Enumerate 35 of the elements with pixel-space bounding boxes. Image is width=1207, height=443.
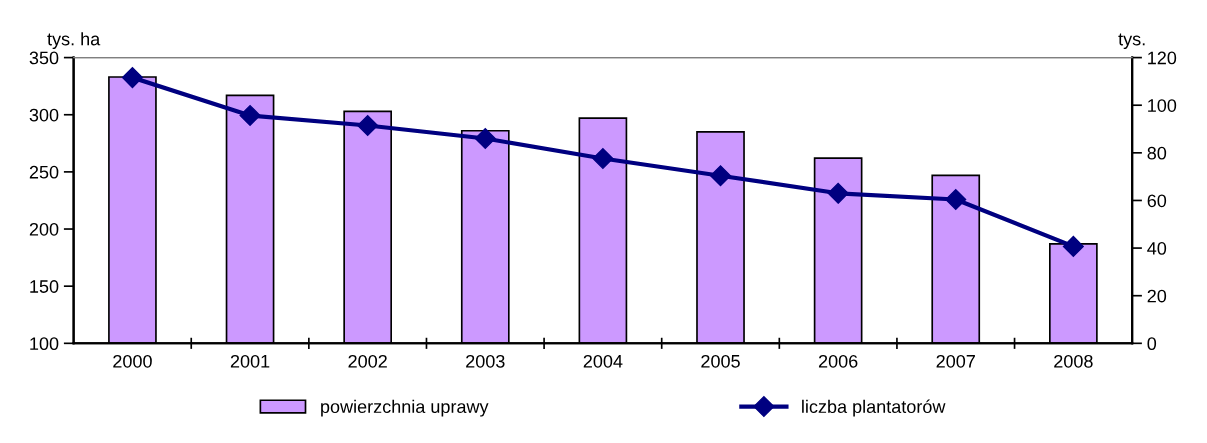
x-tick-label: 2008 bbox=[1054, 354, 1093, 368]
point bbox=[121, 67, 143, 89]
y2-tick-label: 80 bbox=[1147, 146, 1167, 160]
y-tick-label: 150 bbox=[30, 280, 59, 293]
x-tick-label: 2000 bbox=[113, 354, 152, 368]
point bbox=[709, 165, 732, 187]
y-axis-title: tys. ha bbox=[47, 32, 101, 50]
x-tick-label: 2001 bbox=[230, 354, 270, 368]
x-tick-label: 2003 bbox=[466, 354, 505, 368]
x-tick-label: 2006 bbox=[818, 354, 858, 368]
y2-tick-label: 60 bbox=[1147, 194, 1167, 208]
point bbox=[474, 128, 496, 150]
point bbox=[945, 188, 967, 211]
x-tick-label: 2004 bbox=[583, 354, 623, 368]
x-tick-label: 2002 bbox=[348, 354, 387, 368]
y-tick-label: 300 bbox=[29, 108, 59, 122]
y-tick-label: 250 bbox=[29, 165, 59, 179]
point bbox=[239, 104, 261, 126]
point bbox=[827, 182, 849, 204]
y2-tick-label: 100 bbox=[1148, 99, 1177, 112]
legend-label: liczba plantatorów bbox=[802, 399, 946, 417]
y-tick-label: 200 bbox=[29, 222, 59, 236]
y-tick-label: 100 bbox=[30, 337, 59, 351]
y2-tick-label: 0 bbox=[1147, 337, 1157, 351]
y-tick-label: 350 bbox=[29, 51, 59, 65]
x-tick-label: 2005 bbox=[701, 354, 740, 368]
point bbox=[592, 148, 614, 170]
point bbox=[1062, 235, 1084, 257]
y2-axis-title: tys. bbox=[1118, 33, 1145, 50]
y2-tick-label: 20 bbox=[1147, 289, 1167, 303]
legend-label: powierzchnia uprawy bbox=[321, 399, 489, 417]
point bbox=[357, 114, 379, 136]
y2-tick-label: 120 bbox=[1148, 51, 1177, 65]
y2-tick-label: 40 bbox=[1147, 242, 1167, 255]
x-tick-label: 2007 bbox=[936, 354, 975, 368]
